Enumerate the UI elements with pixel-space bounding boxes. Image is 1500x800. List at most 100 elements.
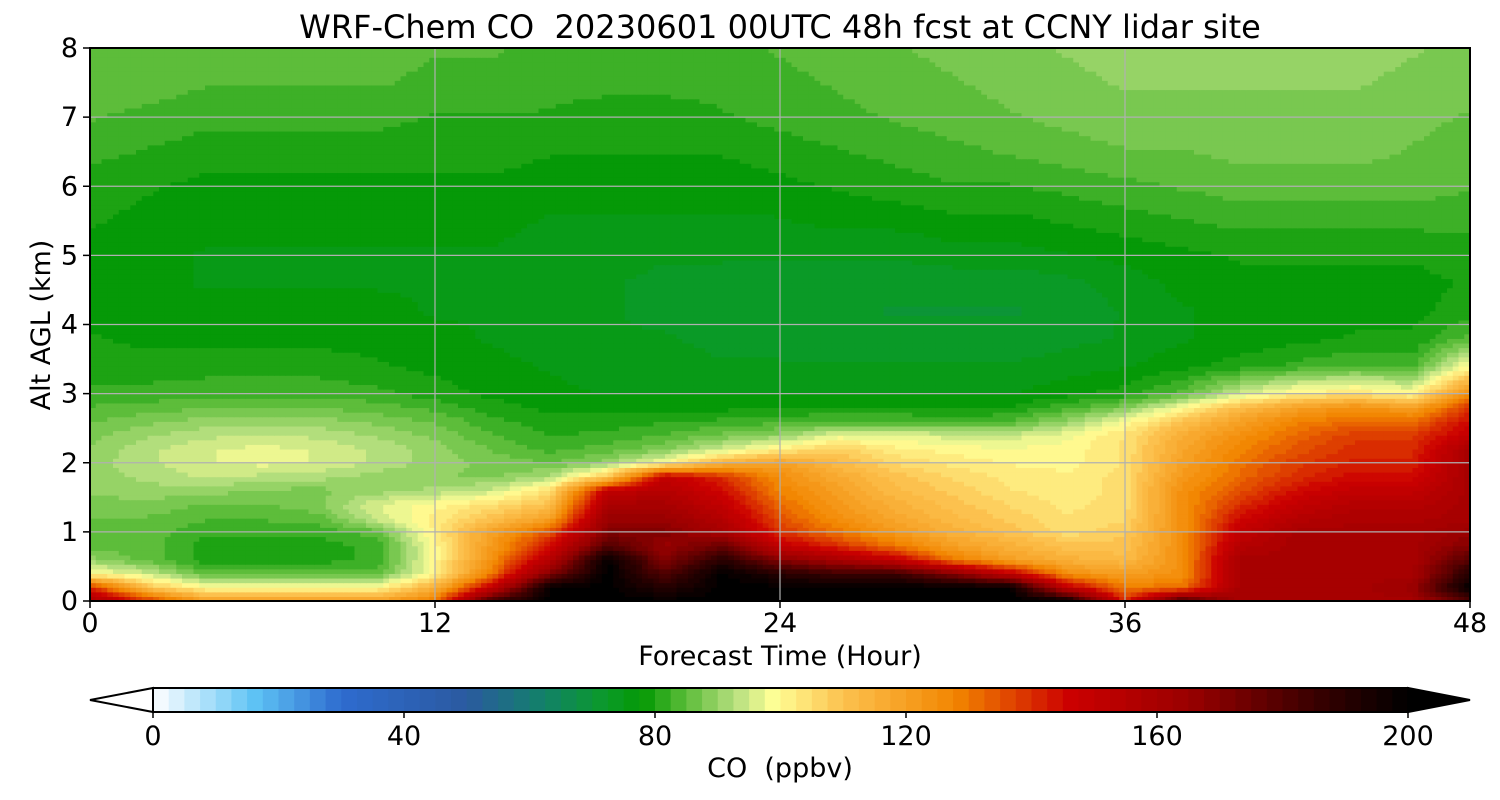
- contour-cell: [1228, 518, 1235, 524]
- contour-cell: [268, 522, 275, 528]
- contour-cell: [314, 550, 321, 556]
- contour-cell: [688, 582, 695, 588]
- contour-cell: [1194, 518, 1201, 524]
- contour-cell: [1332, 508, 1339, 515]
- contour-cell: [205, 582, 212, 588]
- contour-cell: [578, 504, 586, 510]
- contour-cell: [1447, 536, 1454, 542]
- contour-cell: [256, 559, 264, 565]
- contour-cell: [124, 513, 131, 519]
- contour-cell: [383, 536, 390, 542]
- contour-cell: [590, 591, 597, 597]
- contour-cell: [325, 508, 333, 515]
- contour-cell: [895, 550, 902, 556]
- contour-cell: [458, 577, 465, 584]
- contour-cell: [532, 559, 540, 565]
- contour-cell: [1038, 531, 1046, 538]
- contour-cell: [1050, 559, 1057, 565]
- contour-cell: [486, 568, 494, 574]
- contour-cell: [843, 536, 850, 542]
- contour-cell: [515, 596, 522, 601]
- contour-cell: [1320, 587, 1327, 593]
- contour-cell: [1125, 545, 1132, 551]
- contour-cell: [394, 564, 402, 570]
- contour-cell: [791, 573, 798, 579]
- contour-cell: [412, 541, 419, 547]
- contour-cell: [429, 531, 436, 538]
- contour-cell: [1079, 582, 1086, 588]
- contour-cell: [578, 591, 586, 597]
- contour-cell: [354, 559, 361, 565]
- contour-cell: [808, 522, 816, 528]
- contour-cell: [768, 559, 775, 565]
- contour-cell: [584, 508, 591, 515]
- contour-cell: [423, 554, 430, 561]
- contour-cell: [820, 564, 827, 570]
- contour-cell: [1314, 508, 1322, 515]
- contour-cell: [538, 513, 545, 519]
- contour-cell: [1378, 508, 1385, 515]
- contour-cell: [1102, 564, 1109, 570]
- contour-cell: [159, 559, 166, 565]
- contour-cell: [935, 573, 942, 579]
- contour-cell: [228, 591, 235, 597]
- contour-cell: [1355, 582, 1362, 588]
- contour-cell: [1372, 545, 1379, 551]
- contour-cell: [889, 587, 896, 593]
- contour-cell: [423, 513, 430, 519]
- contour-cell: [653, 504, 660, 510]
- contour-cell: [314, 577, 321, 584]
- contour-cell: [118, 504, 126, 510]
- contour-cell: [659, 587, 666, 593]
- contour-cell: [1194, 531, 1201, 538]
- contour-cell: [1061, 518, 1069, 524]
- contour-cell: [791, 518, 798, 524]
- contour-cell: [412, 536, 419, 542]
- contour-cell: [653, 545, 660, 551]
- contour-cell: [527, 582, 534, 588]
- contour-cell: [762, 587, 770, 593]
- contour-cell: [1205, 508, 1212, 515]
- contour-cell: [952, 550, 959, 556]
- contour-cell: [1303, 522, 1310, 528]
- contour-cell: [803, 591, 810, 597]
- contour-cell: [964, 591, 971, 597]
- contour-cell: [1061, 582, 1069, 588]
- contour-cell: [1240, 527, 1247, 533]
- contour-cell: [1366, 568, 1373, 574]
- contour-cell: [1251, 522, 1258, 528]
- contour-cell: [285, 504, 292, 510]
- contour-cell: [1073, 531, 1080, 538]
- contour-cell: [866, 541, 873, 547]
- contour-cell: [314, 527, 321, 533]
- contour-cell: [228, 531, 235, 538]
- contour-cell: [1084, 582, 1092, 588]
- contour-cell: [941, 527, 948, 533]
- contour-cell: [1263, 550, 1270, 556]
- contour-cell: [872, 587, 879, 593]
- contour-cell: [941, 564, 948, 570]
- contour-cell: [555, 596, 563, 601]
- contour-cell: [1090, 568, 1097, 574]
- contour-cell: [866, 596, 873, 601]
- contour-cell: [550, 587, 557, 593]
- contour-cell: [935, 577, 942, 584]
- contour-cell: [596, 541, 603, 547]
- contour-cell: [1286, 518, 1293, 524]
- contour-cell: [1424, 559, 1431, 565]
- contour-cell: [883, 564, 890, 570]
- contour-cell: [906, 591, 913, 597]
- contour-cell: [1458, 536, 1465, 542]
- contour-cell: [1061, 596, 1069, 601]
- contour-cell: [1090, 504, 1097, 510]
- contour-cell: [285, 513, 292, 519]
- contour-cell: [1303, 591, 1310, 597]
- contour-cell: [1297, 568, 1304, 574]
- contour-cell: [1102, 577, 1109, 584]
- contour-cell: [590, 559, 597, 565]
- contour-cell: [113, 536, 120, 542]
- contour-cell: [854, 582, 862, 588]
- contour-cell: [998, 559, 1005, 565]
- contour-cell: [1222, 545, 1230, 551]
- contour-cell: [343, 518, 350, 524]
